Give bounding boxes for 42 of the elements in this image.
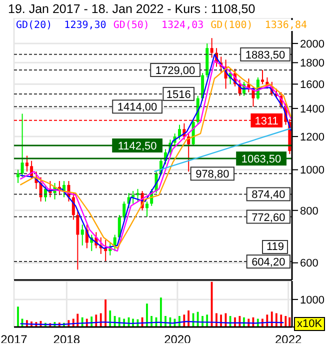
chart-title: 19. Jan 2017 - 18. Jan 2022 - Kurs : 1108,50 <box>7 1 256 18</box>
y-tick-label: 1000 <box>300 164 324 177</box>
y-tick-label: 1800 <box>300 58 324 70</box>
candlestick <box>72 192 75 220</box>
ref-line-label: 604,20 <box>252 256 286 269</box>
ref-line-label: 978,80 <box>196 168 230 181</box>
candlestick <box>178 124 181 140</box>
candlestick <box>122 201 126 220</box>
y-axis-title: x10K <box>294 317 326 331</box>
y-tick-label: 2000 <box>300 38 324 50</box>
candlestick <box>201 72 204 102</box>
text: GD(20) <box>16 20 52 31</box>
y-tick-label: 1200 <box>300 131 324 144</box>
annotation: 1336,84 <box>264 20 308 31</box>
ref-line-label: 1516 <box>166 88 191 101</box>
ref-line-label: 1063,50 <box>241 154 282 166</box>
text: GD(100) <box>210 20 253 31</box>
y-tick-label: 1400 <box>300 103 324 116</box>
candlestick <box>80 224 84 246</box>
candlestick <box>76 210 80 270</box>
candlestick <box>25 155 28 172</box>
ref-line-label: 772,60 <box>252 212 286 224</box>
annotation: 1239,30 <box>64 20 106 31</box>
ref-line-label: 874,40 <box>252 189 286 202</box>
y-tick-label: 600 <box>300 258 318 270</box>
candlestick <box>104 240 108 262</box>
ref-line-label: 1729,00 <box>155 64 196 77</box>
ref-line-label: 1142,50 <box>118 140 157 152</box>
ref-line-label: 1414,00 <box>117 102 158 114</box>
y-tick-label: 1000 <box>300 294 324 306</box>
candlestick <box>210 38 214 58</box>
candlestick <box>146 201 149 218</box>
annotation: 119 <box>262 240 288 254</box>
candlestick <box>132 190 135 204</box>
ref-line-label: 1883,50 <box>245 49 286 62</box>
annotation: 1324,03 <box>162 20 204 31</box>
y-tick-label: 800 <box>300 205 318 218</box>
text: GD(50) <box>113 20 150 31</box>
y-tick-label: 1600 <box>300 79 324 92</box>
ref-line-label: 1311 <box>254 115 278 128</box>
candlestick <box>20 113 24 178</box>
candlestick <box>261 69 264 85</box>
